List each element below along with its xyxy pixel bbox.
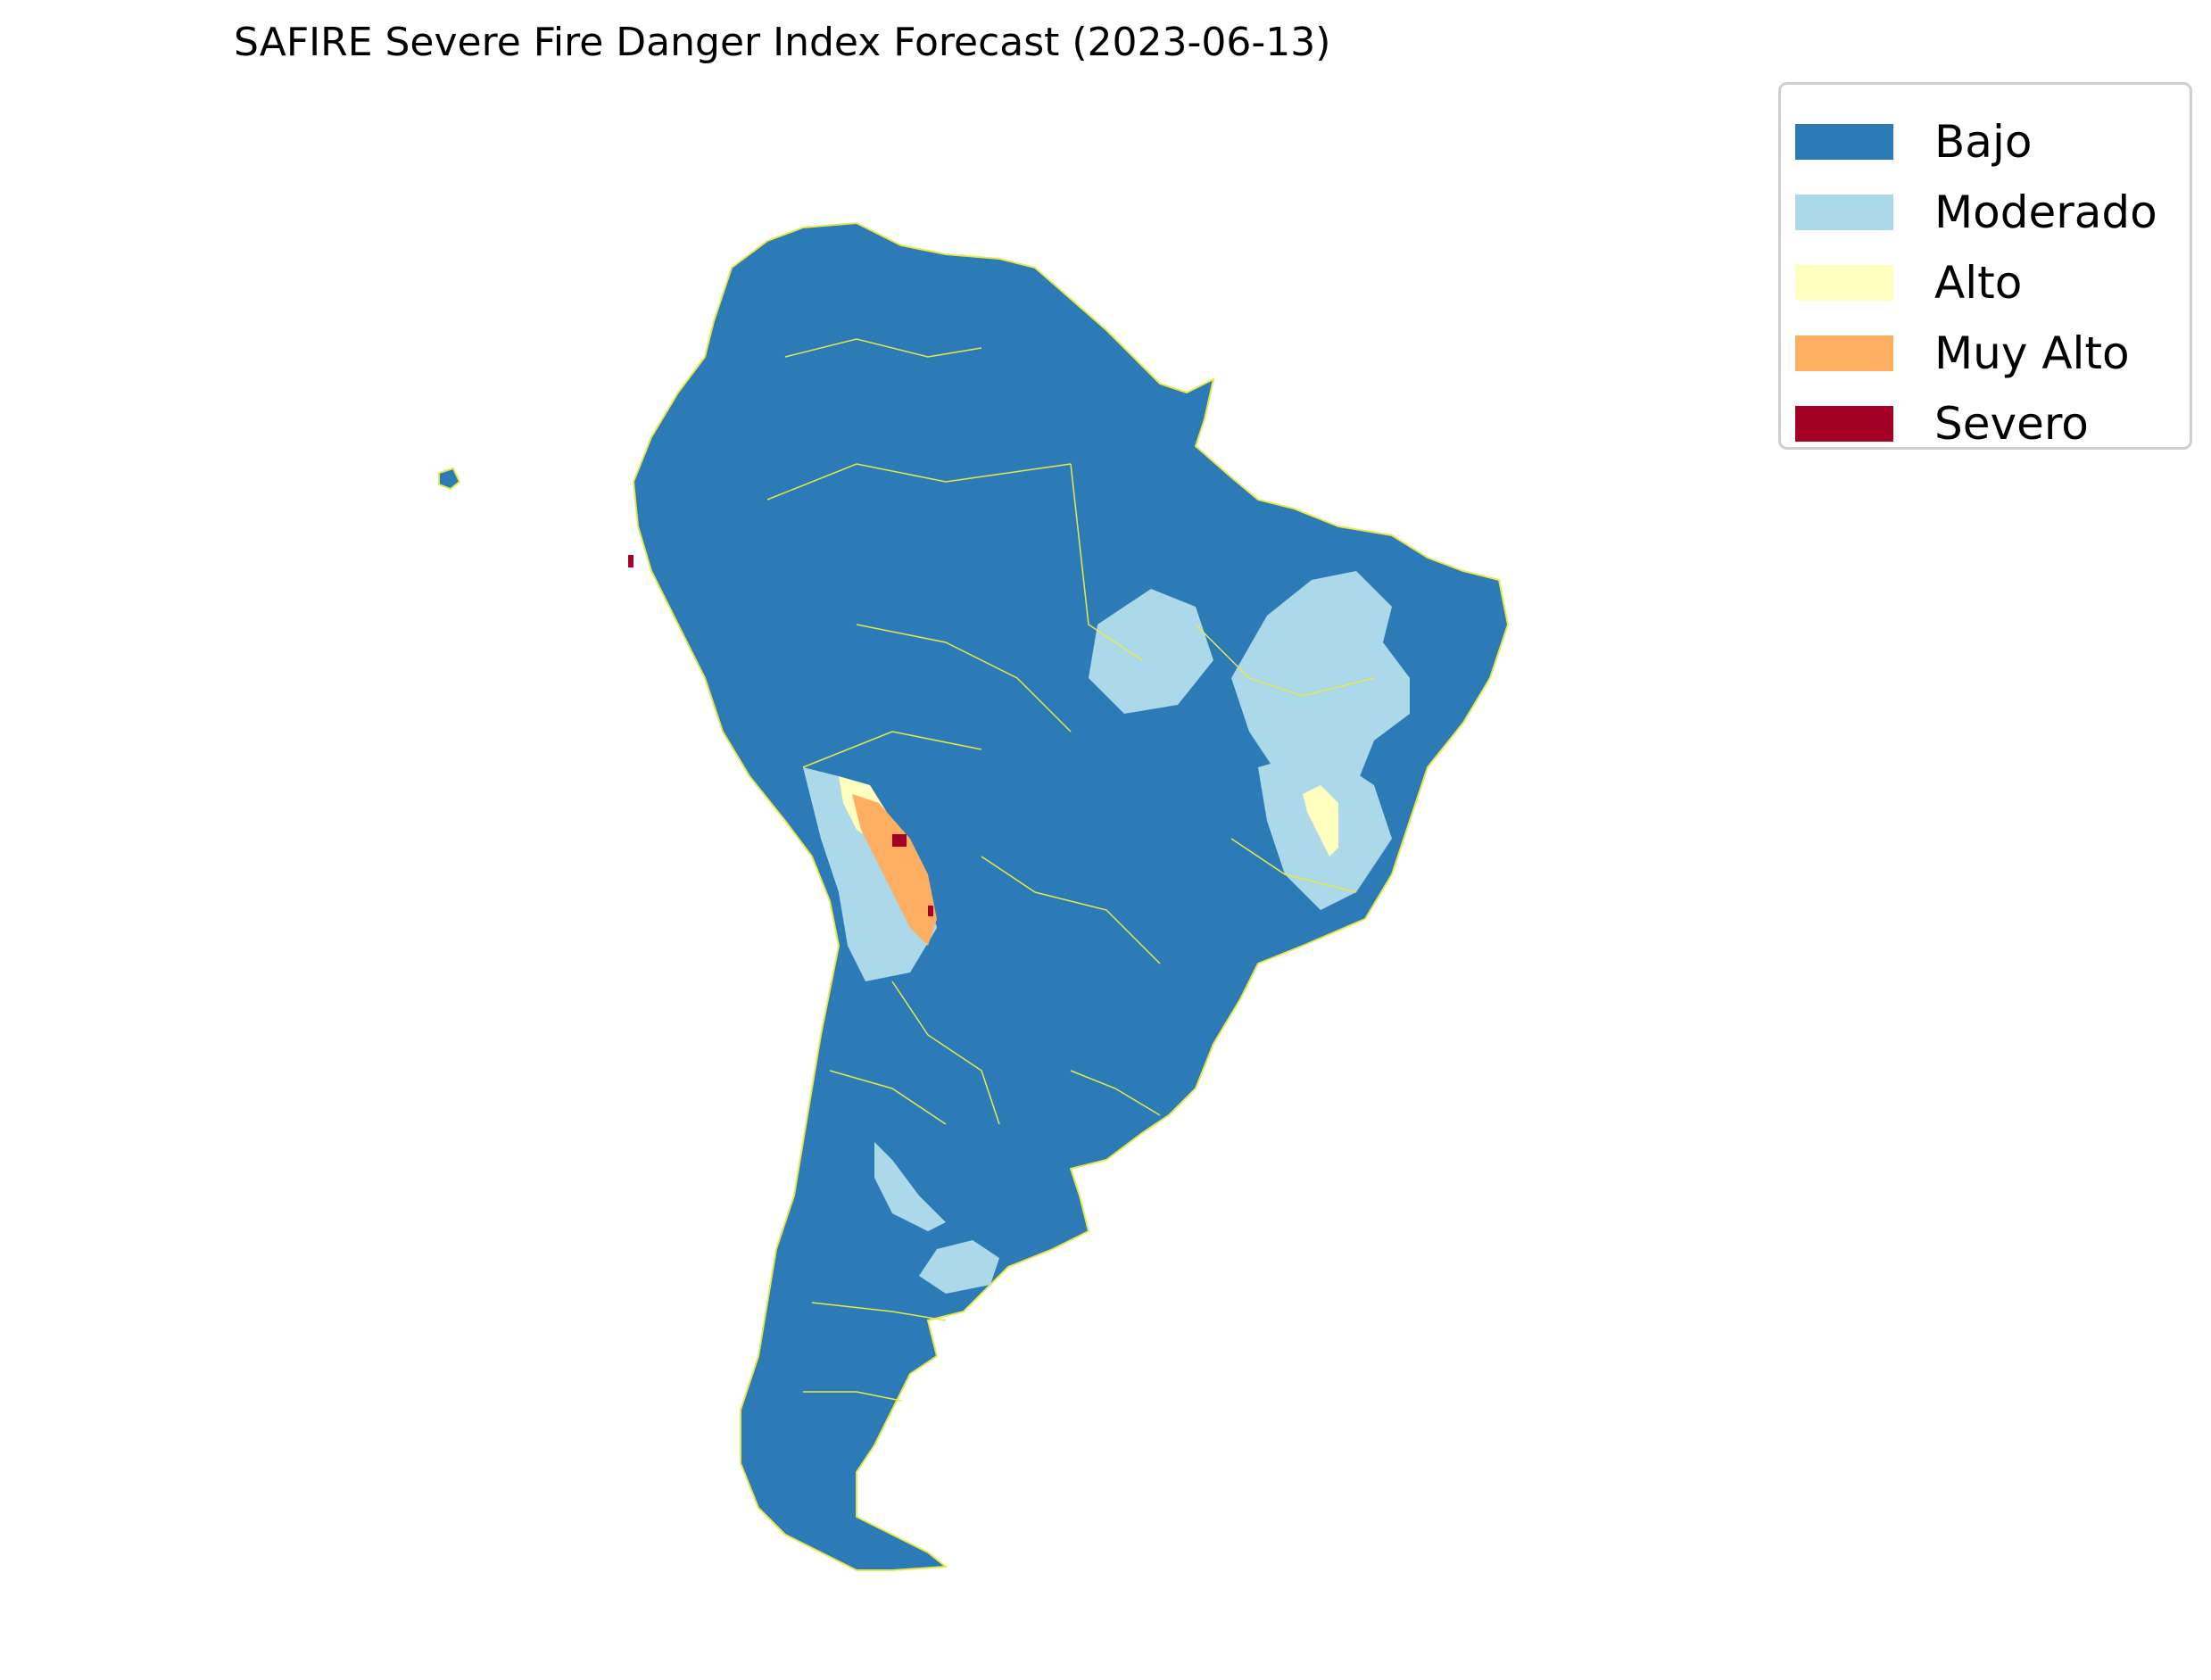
legend-label-bajo: Bajo (1934, 115, 2033, 168)
legend-item-alto: Alto (1781, 247, 2190, 318)
moderado-region-central-brazil (1089, 589, 1213, 714)
legend-swatch-bajo (1795, 123, 1893, 160)
moderado-region-rio-de-la-plata (919, 1240, 999, 1294)
legend-item-muy-alto: Muy Alto (1781, 318, 2190, 388)
galapagos-islands (438, 467, 461, 491)
legend-item-severo: Severo (1781, 388, 2190, 459)
map-title: SAFIRE Severe Fire Danger Index Forecast… (234, 20, 1331, 65)
south-america-landmass (632, 221, 1510, 1571)
alto-region-brazil (1303, 785, 1338, 857)
moderado-region-pampa (874, 1142, 946, 1231)
legend-label-severo: Severo (1934, 397, 2089, 450)
administrative-borders (766, 338, 1375, 1402)
legend-swatch-alto (1795, 264, 1893, 301)
muy-alto-region-andes (852, 794, 937, 946)
legend-item-bajo: Bajo (1781, 106, 2190, 177)
severo-spot-andes (892, 834, 907, 847)
severo-spot-coast-north (628, 555, 633, 567)
legend-swatch-severo (1795, 405, 1893, 442)
legend-item-moderado: Moderado (1781, 177, 2190, 247)
legend-swatch-muy-alto (1795, 335, 1893, 371)
legend-label-muy-alto: Muy Alto (1934, 327, 2130, 379)
legend-label-moderado: Moderado (1934, 186, 2157, 238)
legend-swatch-moderado (1795, 194, 1893, 230)
map-legend: Bajo Moderado Alto Muy Alto Severo (1778, 82, 2192, 450)
severo-spot-coast-south (928, 906, 933, 916)
legend-label-alto: Alto (1934, 256, 2023, 309)
moderado-region-altiplano (803, 767, 937, 981)
